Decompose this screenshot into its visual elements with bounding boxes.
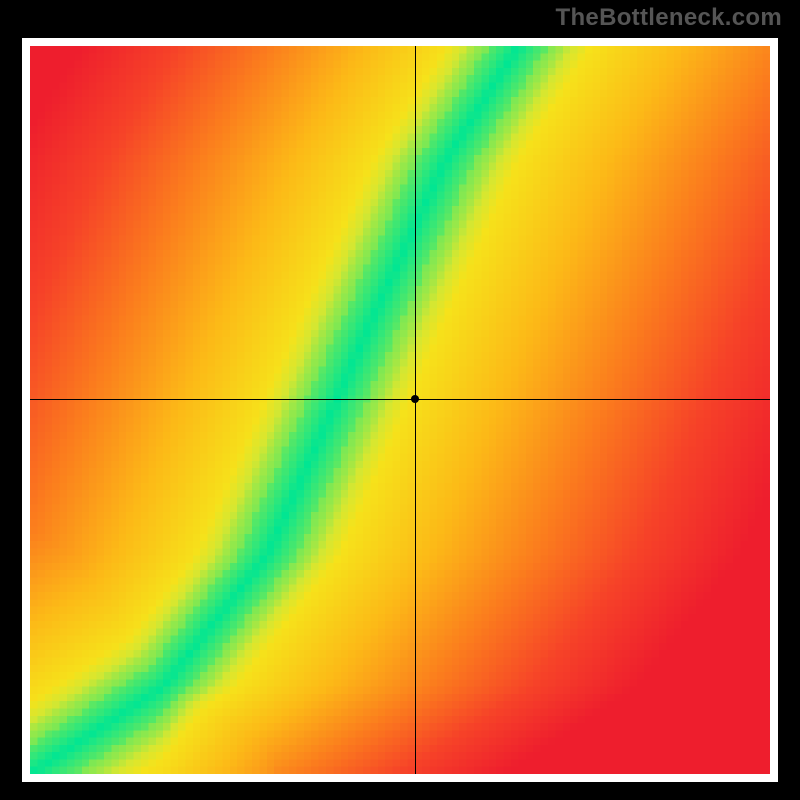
crosshair-vertical [415,46,416,774]
watermark-text: TheBottleneck.com [556,4,782,32]
plot-inner [30,46,770,774]
root: TheBottleneck.com [0,0,800,800]
plot-outer [22,38,778,782]
crosshair-horizontal [30,399,770,400]
crosshair-marker [411,395,419,403]
heatmap-canvas [30,46,770,774]
